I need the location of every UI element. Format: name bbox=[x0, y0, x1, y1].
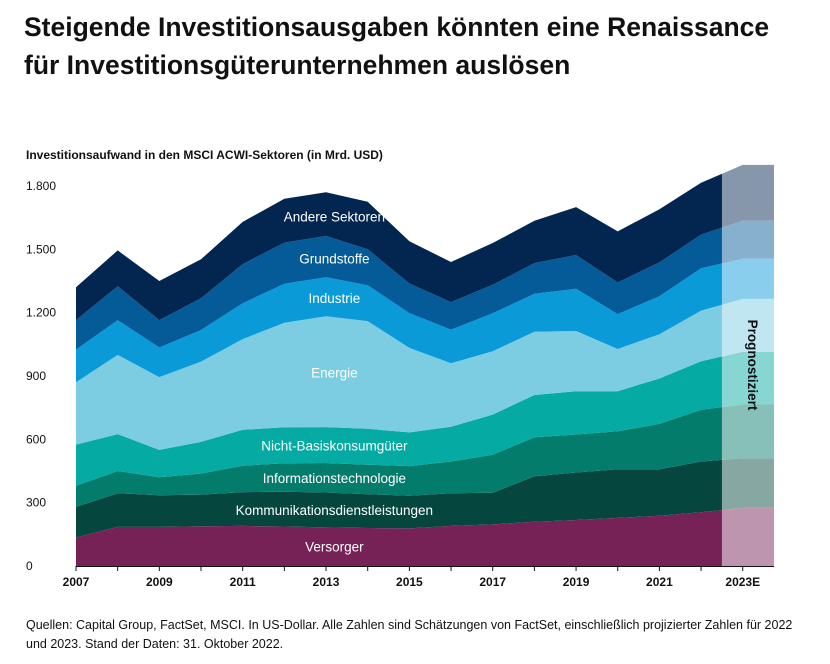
chart-title: Steigende Investitionsausgaben könnten e… bbox=[24, 12, 770, 80]
band-label-3: Informationstechnologie bbox=[263, 471, 406, 486]
band-label-8: Andere Sektoren bbox=[284, 209, 385, 224]
area-band-2 bbox=[76, 458, 774, 538]
x-tick-label: 2023E bbox=[725, 575, 760, 589]
x-axis: 2007 2009 2011 2013 2015 2017 2019 2021 2023E bbox=[63, 566, 774, 589]
x-tick-label: 2007 bbox=[63, 575, 90, 589]
x-tick-label: 2017 bbox=[479, 575, 506, 589]
forecast-shade bbox=[721, 163, 774, 566]
band-label-6: Industrie bbox=[308, 291, 360, 306]
area-band-3 bbox=[76, 404, 774, 507]
source-note: Quellen: Capital Group, FactSet, MSCI. I… bbox=[26, 618, 793, 651]
x-tick-label: 2019 bbox=[563, 575, 590, 589]
x-tick-label: 2009 bbox=[146, 575, 173, 589]
band-label-7: Grundstoffe bbox=[299, 252, 369, 267]
area-bands bbox=[76, 164, 774, 566]
y-tick-label: 300 bbox=[26, 496, 46, 510]
x-tick-label: 2021 bbox=[646, 575, 673, 589]
y-tick-label: 0 bbox=[26, 559, 33, 573]
y-tick-label: 900 bbox=[26, 369, 46, 383]
area-band-7 bbox=[76, 220, 774, 350]
forecast-label: Prognostiziert bbox=[745, 320, 760, 411]
x-tick-label: 2013 bbox=[313, 575, 340, 589]
y-tick-label: 1.800 bbox=[26, 179, 56, 193]
area-band-5 bbox=[76, 298, 774, 450]
x-tick-label: 2015 bbox=[396, 575, 423, 589]
y-tick-label: 600 bbox=[26, 432, 46, 446]
band-label-4: Nicht-Basiskonsumgüter bbox=[261, 438, 408, 453]
y-tick-label: 1.200 bbox=[26, 306, 56, 320]
stacked-area-chart: Versorger Kommunikationsdienstleistungen I… bbox=[26, 163, 774, 589]
y-tick-label: 1.500 bbox=[26, 242, 56, 256]
band-label-5: Energie bbox=[311, 365, 358, 380]
area-band-1 bbox=[76, 507, 774, 566]
area-band-4 bbox=[76, 351, 774, 486]
chart-subtitle: Investitionsaufwand in den MSCI ACWI-Sek… bbox=[26, 148, 383, 162]
y-axis: 0 300 600 900 1.200 1.500 1.800 bbox=[26, 179, 56, 573]
band-label-1: Versorger bbox=[305, 540, 364, 555]
x-tick-label: 2011 bbox=[230, 575, 256, 589]
area-band-6 bbox=[76, 258, 774, 383]
forecast-overlay: Prognostiziert bbox=[721, 163, 774, 566]
band-label-2: Kommunikationsdienstleistungen bbox=[236, 503, 433, 518]
area-band-8 bbox=[76, 164, 774, 321]
band-labels: Versorger Kommunikationsdienstleistungen I… bbox=[236, 209, 433, 554]
